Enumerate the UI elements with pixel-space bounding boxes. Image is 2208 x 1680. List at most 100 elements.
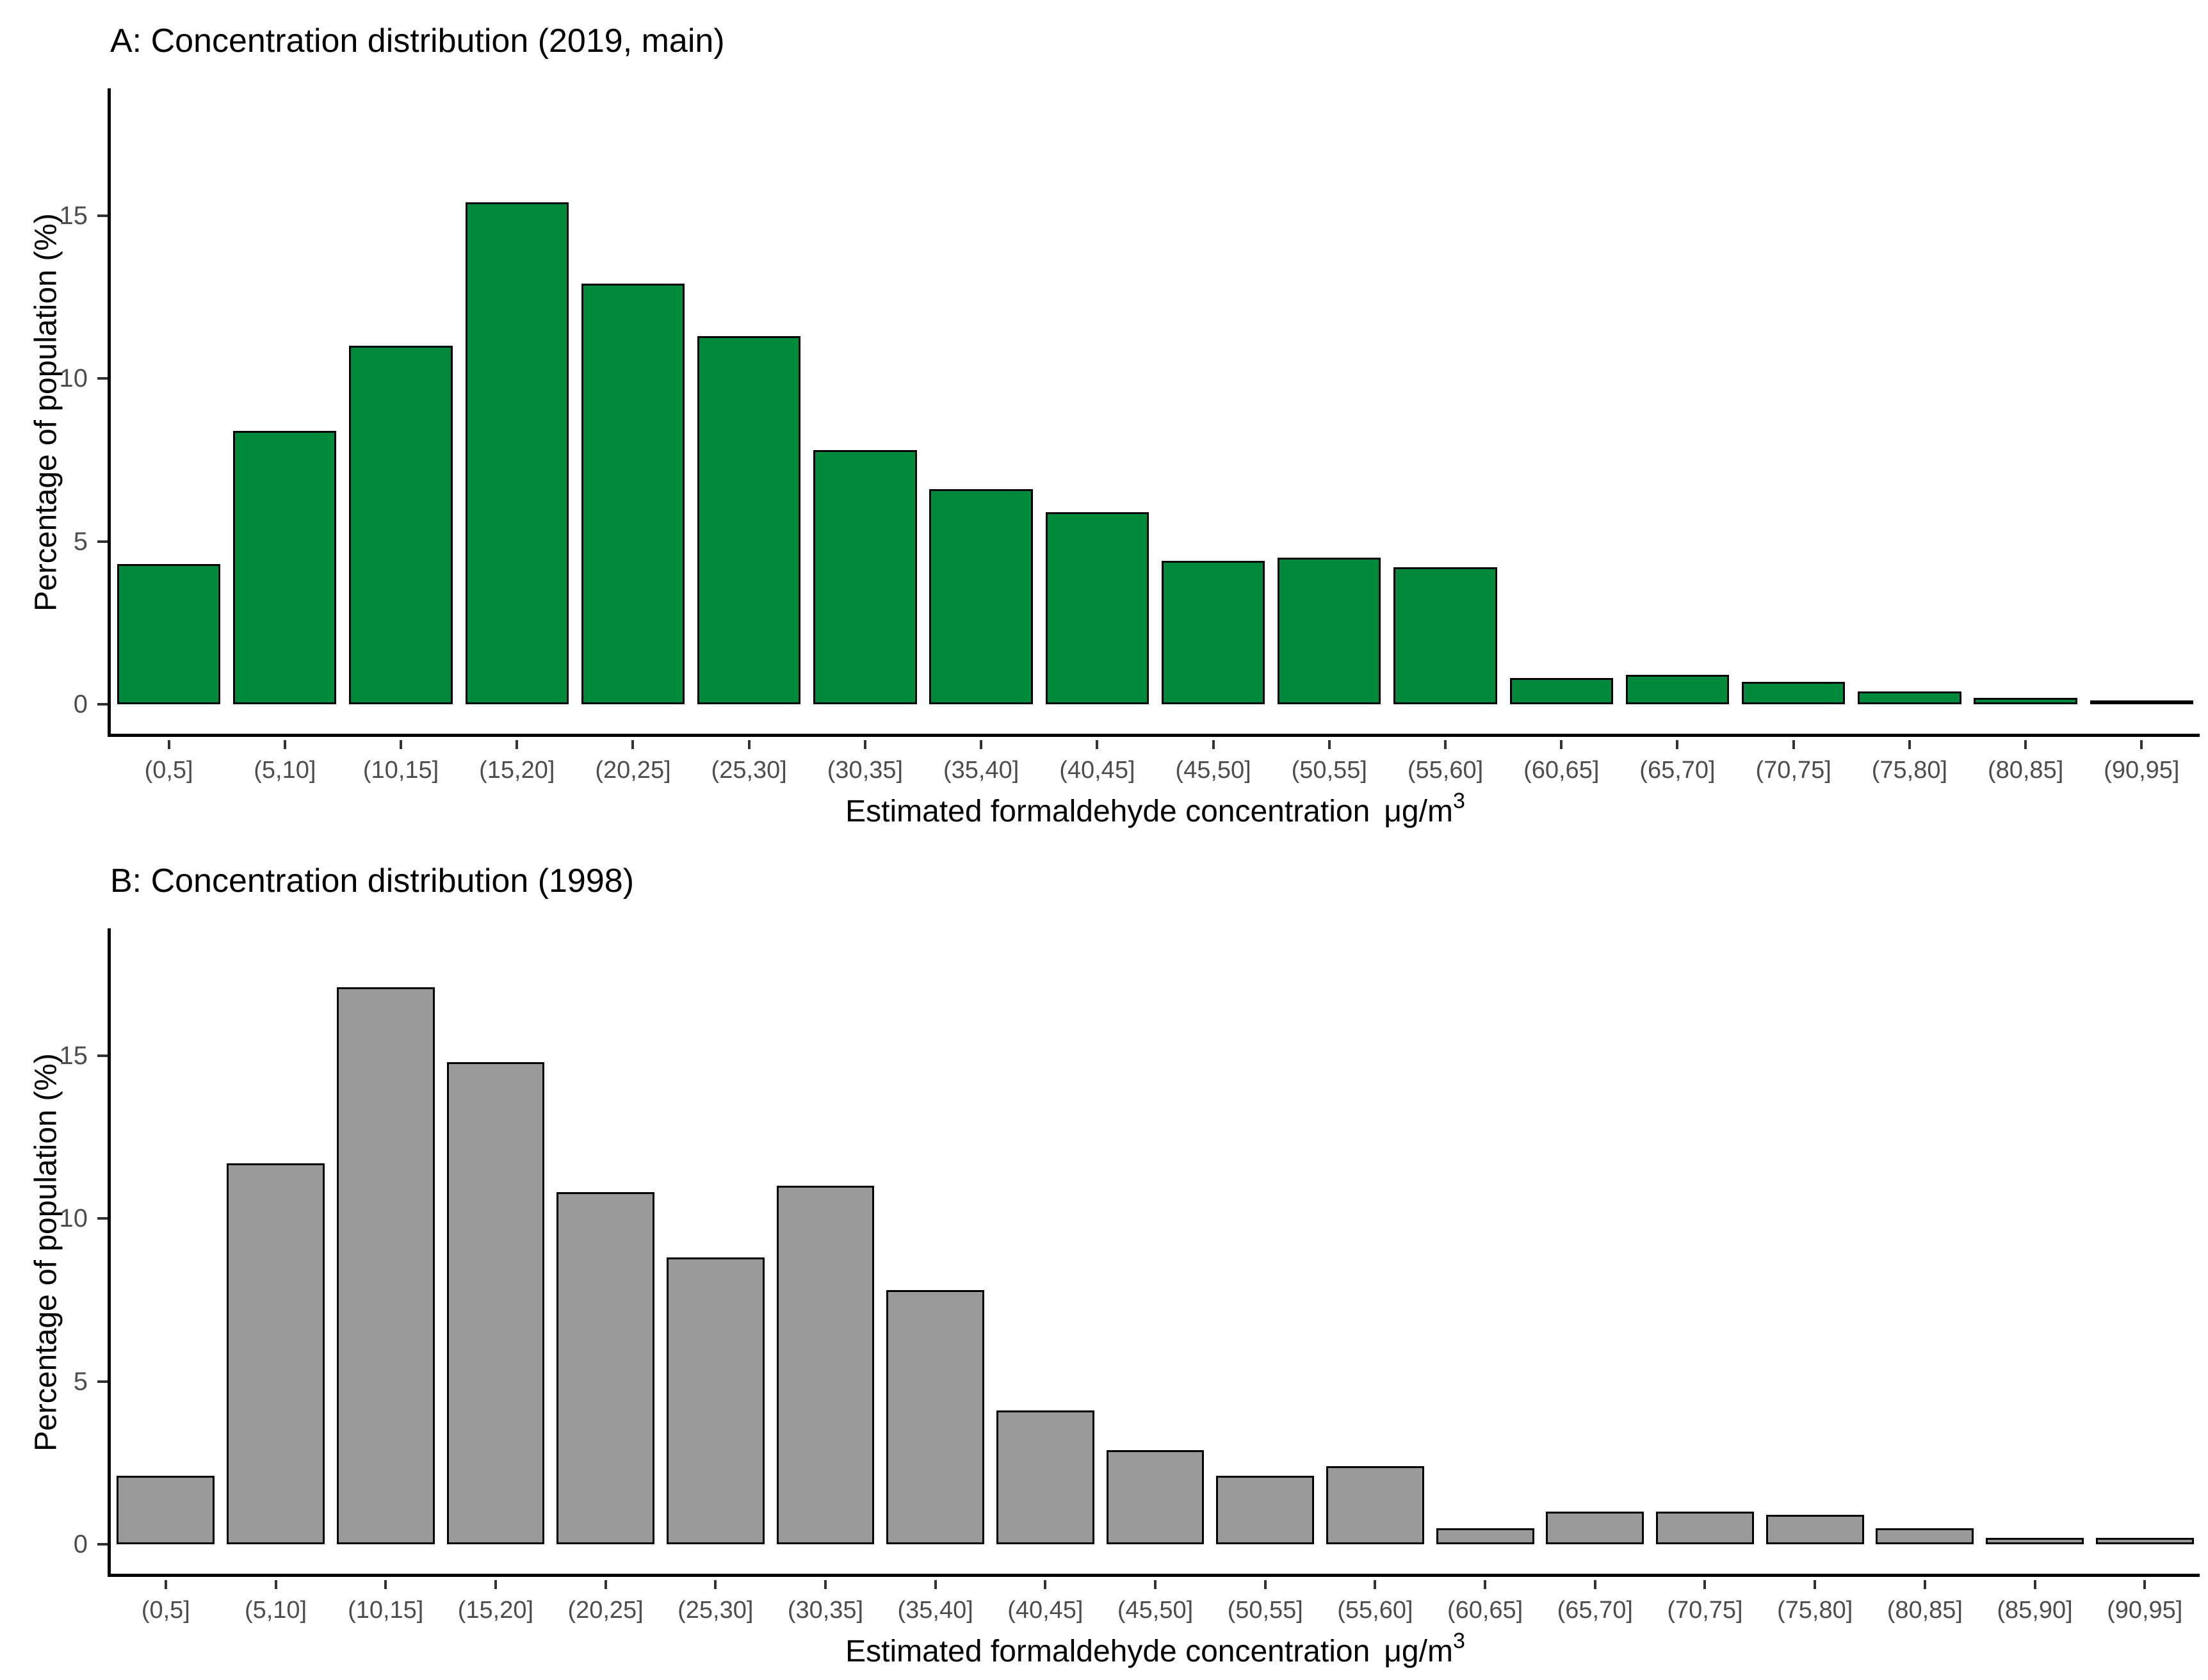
x-tick: (55,60]	[1320, 1580, 1431, 1624]
x-axis-title: Estimated formaldehyde concentration μg/m…	[111, 790, 2200, 829]
x-tick: (50,55]	[1210, 1580, 1320, 1624]
x-tick-label: (55,60]	[1407, 757, 1484, 784]
bar-slot	[1320, 928, 1431, 1574]
x-tick-label: (5,10]	[254, 757, 316, 784]
bar-slot	[881, 928, 991, 1574]
x-tick-mark	[2143, 1580, 2147, 1589]
histogram-bar	[233, 430, 337, 705]
x-tick: (40,45]	[991, 1580, 1101, 1624]
x-tick-mark	[1327, 740, 1331, 749]
bar-slot	[923, 88, 1039, 734]
x-tick: (80,85]	[1870, 1580, 1980, 1624]
x-tick-mark	[2024, 740, 2027, 749]
y-tick-label: 10	[59, 1204, 88, 1233]
x-tick-mark	[1374, 1580, 1377, 1589]
x-tick-label: (25,30]	[678, 1597, 754, 1624]
x-tick-mark	[1814, 1580, 1817, 1589]
y-tick-label: 5	[73, 1367, 88, 1396]
bar-slot	[1650, 928, 1760, 1574]
x-tick-label: (90,95]	[2107, 1597, 2183, 1624]
x-tick-label: (0,5]	[144, 757, 193, 784]
y-tick-label: 10	[59, 364, 88, 393]
histogram-bar	[929, 489, 1033, 705]
histogram-bar	[776, 1186, 875, 1545]
x-tick-label: (80,85]	[1887, 1597, 1963, 1624]
histogram-bar	[1625, 675, 1730, 705]
bar-slot	[343, 88, 459, 734]
histogram-bar	[556, 1192, 654, 1545]
y-tick-mark	[97, 1380, 108, 1383]
histogram-bar	[446, 1062, 545, 1545]
bar-slot	[660, 928, 770, 1574]
histogram-bar	[1509, 678, 1613, 705]
histogram-bar	[336, 987, 435, 1545]
histogram-bar	[1161, 561, 1265, 705]
y-tick-mark	[97, 703, 108, 706]
y-tick-mark	[97, 377, 108, 380]
x-axis: (0,5] (5,10] (10,15] (15,20] (20,25] (25,30] (…	[111, 1580, 2200, 1624]
x-tick-label: (25,30]	[711, 757, 787, 784]
y-tick-mark	[97, 1543, 108, 1546]
x-tick: (20,25]	[551, 1580, 661, 1624]
plot-area: 0 5 10 15	[60, 928, 2200, 1577]
x-tick: (60,65]	[1504, 740, 1619, 784]
bar-slot	[441, 928, 551, 1574]
y-tick-label: 0	[73, 690, 88, 719]
x-tick-label: (55,60]	[1337, 1597, 1413, 1624]
x-tick-mark	[2033, 1580, 2036, 1589]
histogram-bar	[1216, 1476, 1315, 1545]
histogram-bar	[1876, 1528, 1974, 1545]
x-tick-label: (90,95]	[2104, 757, 2180, 784]
histogram-bar	[1436, 1528, 1534, 1545]
x-tick-label: (35,40]	[897, 1597, 973, 1624]
histogram-bar	[1742, 681, 1846, 705]
x-tick-mark	[824, 1580, 827, 1589]
histogram-bar	[2095, 1538, 2194, 1545]
x-tick-mark	[400, 740, 403, 749]
y-tick-label: 5	[73, 527, 88, 556]
plot-area: 0 5 10 15	[60, 88, 2200, 737]
x-axis-unit-exponent: 3	[1452, 789, 1465, 813]
bar-slot	[1968, 88, 2084, 734]
x-tick-mark	[1923, 1580, 1926, 1589]
x-tick: (25,30]	[660, 1580, 770, 1624]
x-tick-mark	[980, 740, 983, 749]
x-tick-mark	[1444, 740, 1447, 749]
x-tick-mark	[1560, 740, 1563, 749]
x-tick-mark	[2140, 740, 2143, 749]
x-tick: (45,50]	[1155, 740, 1271, 784]
x-tick-label: (85,90]	[1997, 1597, 2073, 1624]
y-tick-mark	[97, 1217, 108, 1220]
x-tick-label: (75,80]	[1777, 1597, 1853, 1624]
bar-slot	[1540, 928, 1650, 1574]
x-tick-mark	[1263, 1580, 1267, 1589]
x-tick-mark	[604, 1580, 607, 1589]
x-tick-label: (45,50]	[1175, 757, 1251, 784]
x-axis-unit: μg/m	[1384, 1635, 1453, 1668]
x-tick: (60,65]	[1430, 1580, 1540, 1624]
histogram-bar	[2090, 700, 2193, 705]
x-tick-mark	[747, 740, 751, 749]
x-axis: (0,5] (5,10] (10,15] (15,20] (20,25] (25,30] (…	[111, 740, 2200, 784]
x-axis-unit-exponent: 3	[1452, 1629, 1465, 1653]
x-tick: (5,10]	[221, 1580, 331, 1624]
x-tick-label: (20,25]	[567, 1597, 644, 1624]
x-tick-mark	[1096, 740, 1099, 749]
x-tick: (50,55]	[1271, 740, 1387, 784]
x-tick: (75,80]	[1851, 740, 1967, 784]
x-tick-label: (65,70]	[1639, 757, 1716, 784]
bar-slot	[1504, 88, 1619, 734]
x-tick: (15,20]	[459, 740, 575, 784]
bar-slot	[2090, 928, 2200, 1574]
x-tick-mark	[1212, 740, 1215, 749]
x-tick: (40,45]	[1039, 740, 1155, 784]
histogram-bar	[1106, 1450, 1205, 1545]
x-tick-label: (65,70]	[1557, 1597, 1633, 1624]
x-tick-label: (80,85]	[1987, 757, 2064, 784]
bar-slot	[227, 88, 343, 734]
x-tick-label: (70,75]	[1667, 1597, 1743, 1624]
histogram-bar	[996, 1410, 1094, 1545]
bar-slot	[991, 928, 1101, 1574]
y-tick-label: 15	[59, 1041, 88, 1070]
bar-slot	[1271, 88, 1387, 734]
